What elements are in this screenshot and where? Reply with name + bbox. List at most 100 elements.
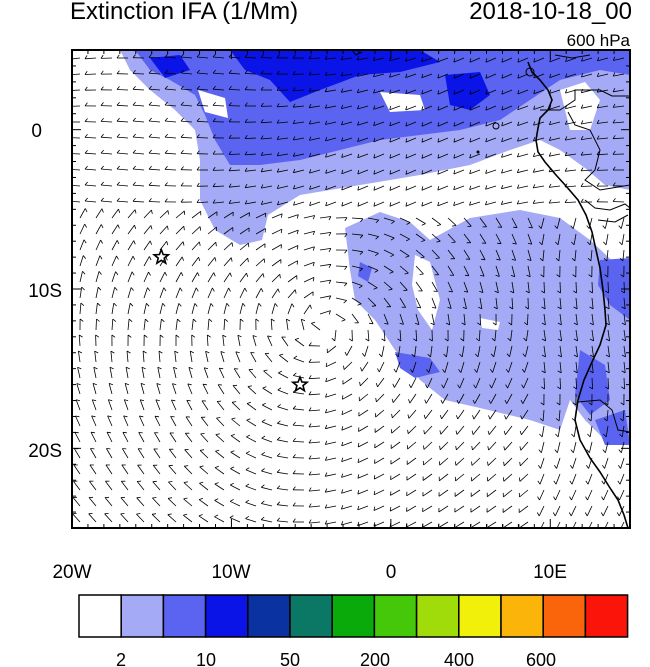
wind-barb-flag (96, 318, 100, 322)
wind-barb (485, 105, 497, 111)
wind-barb (491, 377, 497, 389)
wind-barb (151, 514, 161, 523)
wind-barb (293, 201, 305, 206)
wind-barb-flag (325, 136, 328, 142)
wind-barb-flag (421, 90, 424, 95)
wind-barb (271, 244, 282, 251)
wind-barb-flag (397, 338, 402, 342)
wind-barb (325, 457, 337, 461)
wind-barb (533, 73, 545, 79)
wind-barb-flag (373, 105, 376, 110)
wind-barb (319, 232, 331, 235)
wind-barb-flag (98, 271, 102, 275)
wind-barb (325, 105, 337, 109)
wind-barb-flag (587, 258, 592, 262)
wind-barb (88, 513, 97, 523)
wind-barb-flag (357, 186, 360, 191)
wind-barb-flag (549, 73, 552, 78)
wind-barb-flag (171, 399, 176, 402)
wind-barb (543, 361, 546, 373)
wind-barb (132, 168, 145, 171)
wind-barb-flag (245, 483, 250, 487)
wind-barb (271, 228, 283, 235)
wind-barb-flag (409, 368, 413, 373)
wind-barb-flag (373, 490, 376, 495)
wind-barb-flag (557, 370, 562, 374)
wind-barb-flag (464, 274, 469, 277)
wind-barb-flag (196, 101, 200, 106)
wind-barb-flag (585, 464, 589, 469)
wind-barb (148, 104, 161, 107)
wind-barb (341, 185, 353, 191)
wind-barb (143, 209, 152, 219)
wind-barb (78, 334, 81, 347)
wind-barb (405, 73, 417, 78)
wind-barb-flag (84, 223, 87, 228)
wind-barb-flag (573, 322, 578, 326)
wind-barb (438, 521, 449, 528)
wind-barb-flag (308, 423, 312, 428)
wind-barb (623, 361, 626, 373)
wind-barb (325, 505, 337, 509)
wind-barb (121, 464, 129, 475)
wind-barb-flag (572, 290, 577, 294)
wind-barb (406, 521, 417, 528)
wind-barb (231, 418, 241, 427)
wind-barb (244, 137, 257, 139)
wind-barb-flag (132, 70, 136, 74)
wind-barb-flag (549, 120, 552, 125)
wind-barb (111, 255, 117, 267)
wind-barb (456, 441, 465, 451)
wind-barb (565, 73, 577, 78)
wind-barb (373, 521, 385, 527)
wind-barb-flag (117, 224, 120, 229)
wind-barb (517, 153, 529, 158)
wind-barb-flag (154, 415, 160, 418)
wind-barb (477, 345, 481, 357)
wind-barb (564, 201, 577, 203)
wind-barb-flag (129, 302, 134, 307)
wind-barb (581, 137, 593, 140)
wind-barb-flag (174, 350, 179, 354)
wind-barb-flag (324, 120, 328, 125)
wind-barb-flag (612, 182, 616, 187)
wind-barb (185, 416, 193, 427)
wind-barb (485, 73, 497, 79)
wind-barb-flag (527, 242, 532, 245)
wind-barb (262, 404, 273, 411)
wind-barb (503, 473, 513, 482)
wind-barb-flag (501, 153, 504, 158)
wind-barb-flag (440, 399, 443, 404)
wind-barb-flag (469, 153, 472, 159)
wind-barb (158, 351, 161, 363)
wind-barb-flag (292, 70, 296, 75)
wind-barb (471, 473, 481, 482)
wind-barb-flag (341, 137, 344, 142)
wind-barb-flag (540, 274, 545, 278)
wind-barb-flag (603, 418, 608, 422)
wind-barb-flag (373, 121, 376, 126)
wind-barb-flag (262, 273, 265, 278)
wind-barb (73, 448, 81, 459)
wind-barb-flag (341, 202, 344, 207)
wind-barb (383, 265, 394, 273)
wind-barb (127, 224, 135, 235)
wind-barb (175, 241, 184, 251)
wind-barb-flag (373, 72, 376, 77)
wind-barb-flag (331, 337, 336, 342)
wind-barb (605, 425, 609, 437)
wind-barb-flag (548, 183, 552, 188)
wind-barb (116, 136, 129, 139)
wind-barb (559, 345, 562, 357)
wind-barb-flag (132, 85, 136, 90)
wind-barb-flag (262, 386, 267, 389)
wind-barb (303, 215, 315, 219)
wind-barb (73, 464, 81, 475)
wind-barb (261, 153, 273, 156)
wind-barb (152, 497, 161, 507)
wind-barb-flag (180, 53, 184, 58)
wind-barb (90, 432, 97, 443)
wind-barb-flag (248, 212, 250, 217)
wind-barb (511, 249, 516, 261)
wind-barb-flag (292, 119, 296, 124)
